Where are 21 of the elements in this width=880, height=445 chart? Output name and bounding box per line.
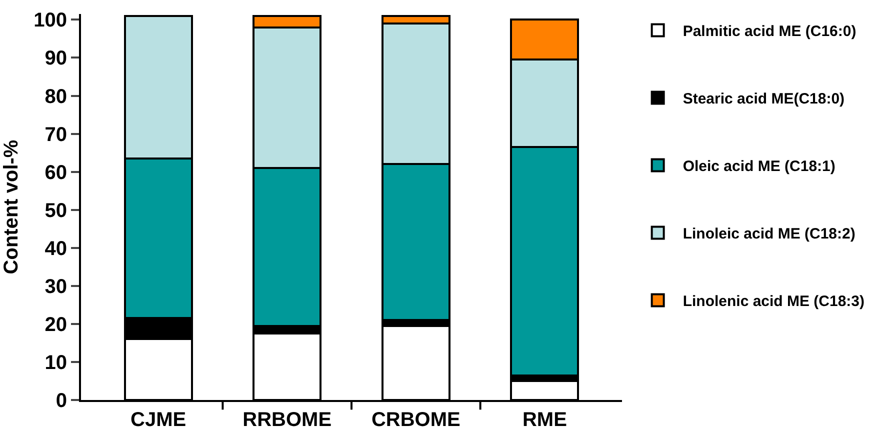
y-tick-label: 100: [34, 10, 67, 32]
legend-label: Linoleic acid ME (C18:2): [682, 226, 856, 243]
x-tick-label: RRBOME: [242, 409, 332, 431]
y-tick-label: 10: [44, 352, 67, 374]
y-axis-title: Content vol-%: [0, 140, 23, 274]
y-tick-label: 50: [44, 200, 67, 222]
y-tick-label: 30: [44, 276, 67, 298]
x-tick-label: RME: [522, 409, 567, 431]
legend-label: Oleic acid ME (C18:1): [682, 158, 836, 176]
x-tick-label: CRBOME: [371, 409, 460, 431]
y-tick-label: 40: [44, 238, 67, 260]
y-tick-label: 70: [44, 124, 67, 146]
y-tick-label: 80: [44, 86, 67, 108]
y-tick-label: 20: [44, 314, 67, 336]
x-tick-label: CJME: [130, 409, 186, 431]
legend-label: Linolenic acid ME (C18:3): [682, 293, 865, 310]
legend-label: Palmitic acid ME (C16:0): [682, 23, 856, 40]
legend-label: Stearic acid ME(C18:0): [682, 90, 845, 108]
y-tick-label: 90: [44, 48, 67, 70]
y-tick-label: 0: [56, 390, 67, 412]
y-tick-label: 60: [44, 162, 67, 184]
